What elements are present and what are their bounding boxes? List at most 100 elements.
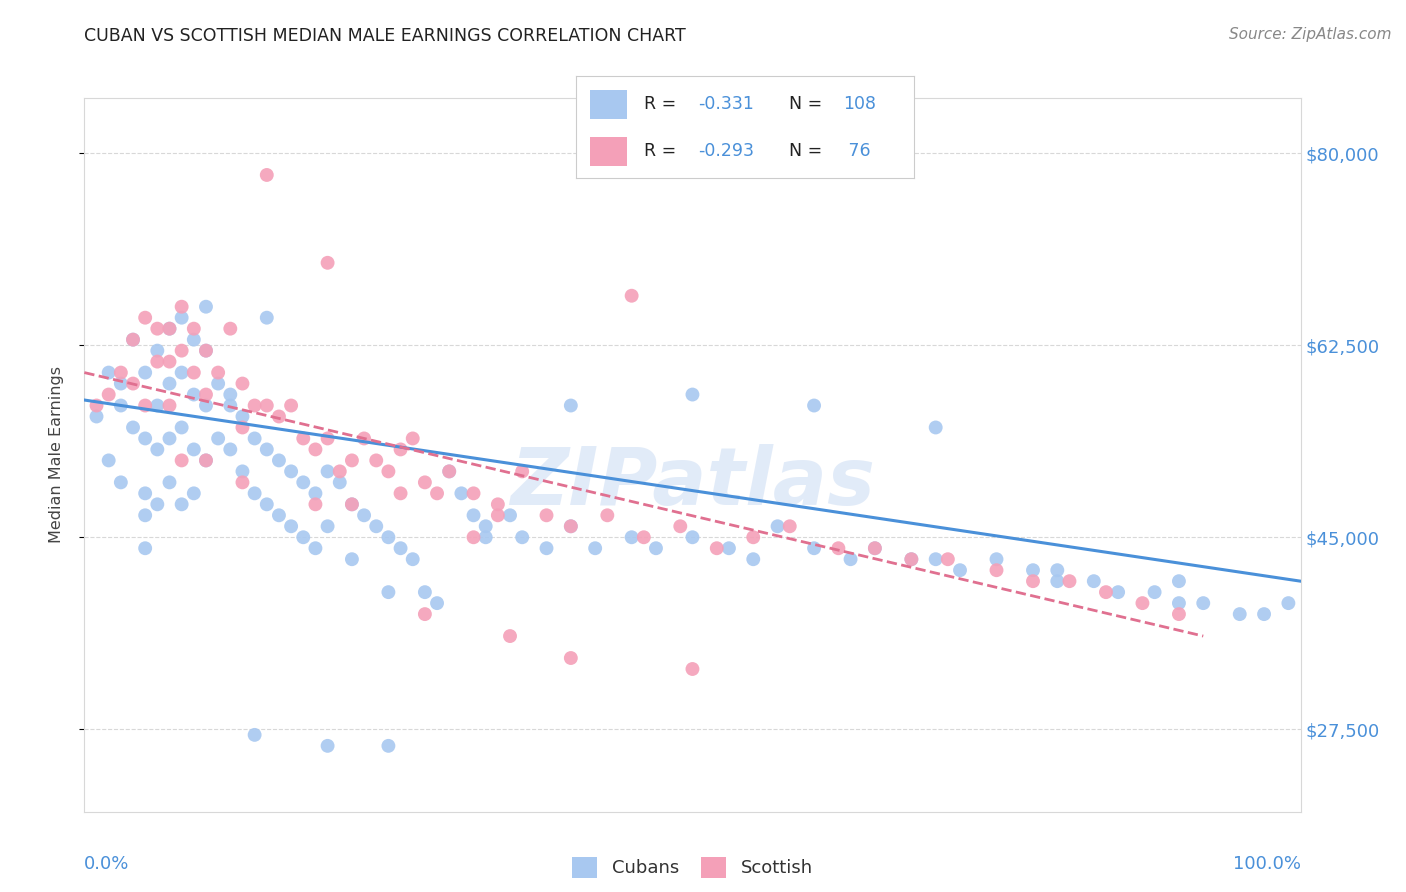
- Point: [560, 519, 582, 533]
- Point: [159, 321, 181, 335]
- Point: [645, 541, 668, 556]
- Point: [134, 508, 156, 523]
- Point: [474, 530, 496, 544]
- Point: [97, 387, 120, 401]
- Point: [195, 343, 218, 358]
- Point: [340, 453, 363, 467]
- Point: [86, 409, 108, 424]
- Point: [413, 607, 436, 621]
- Point: [389, 486, 412, 500]
- Point: [389, 541, 412, 556]
- Point: [159, 376, 181, 391]
- Point: [256, 310, 278, 325]
- Point: [620, 530, 643, 544]
- Bar: [591, 90, 627, 119]
- Point: [1167, 596, 1189, 610]
- Point: [170, 453, 193, 467]
- Point: [1277, 596, 1299, 610]
- Point: [134, 432, 156, 446]
- Point: [413, 475, 436, 490]
- Point: [231, 376, 253, 391]
- Point: [803, 541, 825, 556]
- Point: [463, 530, 485, 544]
- Point: [560, 399, 582, 413]
- Point: [280, 464, 302, 478]
- Point: [1059, 574, 1081, 589]
- Point: [122, 333, 145, 347]
- Point: [1095, 585, 1118, 599]
- Point: [986, 563, 1008, 577]
- Point: [170, 420, 193, 434]
- Point: [110, 366, 132, 380]
- Point: [389, 442, 412, 457]
- Point: [1229, 607, 1251, 621]
- Point: [633, 530, 655, 544]
- Point: [170, 366, 193, 380]
- Point: [1167, 574, 1189, 589]
- Point: [170, 343, 193, 358]
- Point: [195, 453, 218, 467]
- Point: [426, 486, 449, 500]
- Point: [900, 552, 922, 566]
- Point: [329, 475, 352, 490]
- Point: [97, 453, 120, 467]
- Point: [195, 453, 218, 467]
- Point: [243, 486, 266, 500]
- Point: [256, 442, 278, 457]
- Point: [439, 464, 461, 478]
- Point: [366, 519, 388, 533]
- Point: [803, 399, 825, 413]
- Point: [620, 289, 643, 303]
- Text: R =: R =: [644, 142, 682, 160]
- Point: [292, 530, 315, 544]
- Text: ZIPatlas: ZIPatlas: [510, 444, 875, 523]
- Y-axis label: Median Male Earnings: Median Male Earnings: [49, 367, 63, 543]
- Text: 100.0%: 100.0%: [1233, 855, 1301, 872]
- Point: [402, 552, 425, 566]
- Point: [1083, 574, 1105, 589]
- Point: [839, 552, 862, 566]
- Point: [560, 651, 582, 665]
- Point: [463, 508, 485, 523]
- Point: [463, 486, 485, 500]
- Text: Source: ZipAtlas.com: Source: ZipAtlas.com: [1229, 27, 1392, 42]
- Point: [280, 399, 302, 413]
- Text: N =: N =: [789, 142, 828, 160]
- Point: [377, 530, 399, 544]
- Point: [304, 486, 326, 500]
- Point: [863, 541, 886, 556]
- Point: [231, 409, 253, 424]
- Point: [1167, 607, 1189, 621]
- Point: [146, 497, 169, 511]
- Text: CUBAN VS SCOTTISH MEDIAN MALE EARNINGS CORRELATION CHART: CUBAN VS SCOTTISH MEDIAN MALE EARNINGS C…: [84, 27, 686, 45]
- Text: R =: R =: [644, 95, 682, 112]
- Point: [377, 464, 399, 478]
- Point: [353, 508, 375, 523]
- Point: [779, 519, 801, 533]
- Point: [1046, 574, 1069, 589]
- Point: [766, 519, 789, 533]
- Point: [183, 486, 205, 500]
- Text: N =: N =: [789, 95, 828, 112]
- Point: [706, 541, 728, 556]
- Point: [195, 343, 218, 358]
- Point: [426, 596, 449, 610]
- Point: [134, 399, 156, 413]
- Legend: Cubans, Scottish: Cubans, Scottish: [565, 849, 820, 885]
- Point: [304, 497, 326, 511]
- Point: [486, 508, 509, 523]
- Point: [219, 387, 242, 401]
- Point: [900, 552, 922, 566]
- Point: [134, 310, 156, 325]
- Point: [377, 739, 399, 753]
- Point: [316, 464, 339, 478]
- Point: [510, 530, 533, 544]
- Point: [583, 541, 606, 556]
- Point: [366, 453, 388, 467]
- Point: [329, 464, 352, 478]
- Point: [402, 432, 425, 446]
- Point: [1143, 585, 1166, 599]
- Point: [340, 552, 363, 566]
- Point: [243, 432, 266, 446]
- Point: [207, 366, 229, 380]
